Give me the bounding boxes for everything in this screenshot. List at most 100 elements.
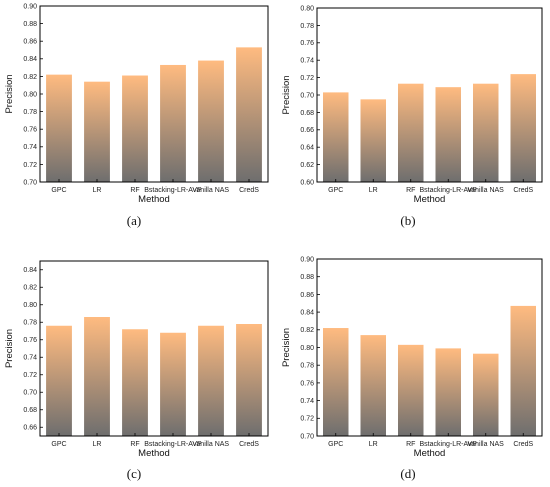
bar-lr [84,317,110,436]
x-axis-label: Method [414,194,446,205]
x-tick-label: RF [130,187,139,194]
y-axis-label: Precision [4,329,15,368]
x-tick-label: LR [369,441,378,448]
y-tick-label: 0.76 [23,127,37,134]
y-tick-label: 0.78 [23,109,37,116]
y-tick-label: 0.78 [23,320,37,327]
x-tick-label: vanilla NAS [193,187,230,194]
y-tick-label: 0.74 [300,58,314,65]
plot-frame [39,5,269,183]
y-axis-label: Precision [4,74,15,113]
bar-vanilla-nas [473,353,499,436]
y-tick-label: 0.76 [300,380,314,387]
bar-rf [398,344,424,436]
bar-creds [510,74,536,182]
y-tick-label: 0.84 [23,267,37,274]
x-tick-label: RF [406,441,415,448]
bar-gpc [46,74,72,182]
x-tick-label: CredS [513,441,533,448]
y-tick-label: 0.72 [300,75,314,82]
chart-panel-a: 0.70 0.72 0.74 0.76 0.78 0.80 0.82 0.84 0.86 0.88… [4,3,269,228]
y-tick-label: 0.80 [300,5,314,12]
y-tick-label: 0.82 [23,74,37,81]
x-tick-label: RF [406,187,415,194]
panel-caption: (d) [400,466,415,481]
bar-creds [236,47,262,182]
y-tick-label: 0.70 [23,179,37,186]
x-tick-label: Bstacking-LR-AVP [144,187,202,194]
y-tick-label: 0.78 [300,363,314,370]
bar-lr [84,81,110,182]
x-tick-label: GPC [51,441,66,448]
y-tick-label: 0.74 [23,144,37,151]
y-tick-label: 0.72 [300,416,314,423]
y-tick-label: 0.60 [300,179,314,186]
y-tick-label: 0.66 [300,127,314,134]
bar-creds [236,324,262,436]
x-tick-label: LR [93,187,102,194]
bar-bstacking-lr-avp [160,332,186,436]
bar-vanilla-nas [198,325,224,436]
x-tick-label: CredS [239,187,259,194]
y-tick-label: 0.64 [300,145,314,152]
panel-caption: (c) [127,466,141,481]
y-tick-label: 0.84 [300,310,314,317]
bar-bstacking-lr-avp [160,64,186,182]
chart-panel-b: 0.60 0.62 0.64 0.66 0.68 0.70 0.72 0.74 0.76 0.78… [281,5,543,228]
x-tick-label: vanilla NAS [468,187,505,194]
y-axis-label: Precision [281,75,292,114]
y-tick-label: 0.66 [23,425,37,432]
x-tick-label: vanilla NAS [193,441,230,448]
x-tick-label: CredS [239,441,259,448]
y-tick-label: 0.70 [300,433,314,440]
y-tick-label: 0.90 [300,256,314,263]
bar-rf [122,329,148,436]
y-tick-label: 0.88 [300,274,314,281]
x-tick-label: CredS [513,187,533,194]
y-tick-label: 0.74 [300,398,314,405]
bar-creds [510,305,536,436]
x-tick-label: GPC [328,441,343,448]
y-tick-label: 0.80 [23,302,37,309]
y-tick-label: 0.78 [300,23,314,30]
x-tick-label: Bstacking-LR-AVP [144,441,202,448]
bar-gpc [46,325,72,436]
y-tick-label: 0.72 [23,162,37,169]
y-tick-label: 0.76 [23,337,37,344]
plot-frame [39,260,269,437]
x-tick-label: LR [369,187,378,194]
x-tick-label: Bstacking-LR-AVP [420,441,478,448]
y-tick-label: 0.84 [23,56,37,63]
x-tick-label: RF [130,441,139,448]
bar-vanilla-nas [473,83,499,182]
y-tick-label: 0.68 [300,110,314,117]
plot-frame [316,258,543,437]
bar-vanilla-nas [198,60,224,183]
y-tick-label: 0.86 [300,292,314,299]
y-tick-label: 0.74 [23,355,37,362]
bar-gpc [323,328,349,436]
panel-caption: (b) [400,213,415,228]
chart-panel-c: 0.66 0.68 0.70 0.72 0.74 0.76 0.78 0.80 0.82 0.84… [4,260,269,481]
bar-lr [360,335,386,436]
y-tick-label: 0.70 [300,92,314,99]
y-tick-label: 0.90 [23,3,37,10]
panel-caption: (a) [127,213,141,228]
x-axis-label: Method [414,448,446,459]
x-tick-label: GPC [51,187,66,194]
y-tick-label: 0.76 [300,40,314,47]
y-tick-label: 0.82 [300,327,314,334]
bar-rf [122,75,148,182]
y-tick-label: 0.62 [300,162,314,169]
x-axis-label: Method [138,448,170,459]
y-tick-label: 0.80 [300,345,314,352]
y-axis-label: Precision [281,328,292,367]
bar-bstacking-lr-avp [435,87,461,182]
chart-panel-d: 0.70 0.72 0.74 0.76 0.78 0.80 0.82 0.84 0.86 0.88… [281,256,543,481]
bar-lr [360,99,386,182]
bar-gpc [323,92,349,182]
x-tick-label: GPC [328,187,343,194]
y-tick-label: 0.80 [23,91,37,98]
y-tick-label: 0.68 [23,407,37,414]
